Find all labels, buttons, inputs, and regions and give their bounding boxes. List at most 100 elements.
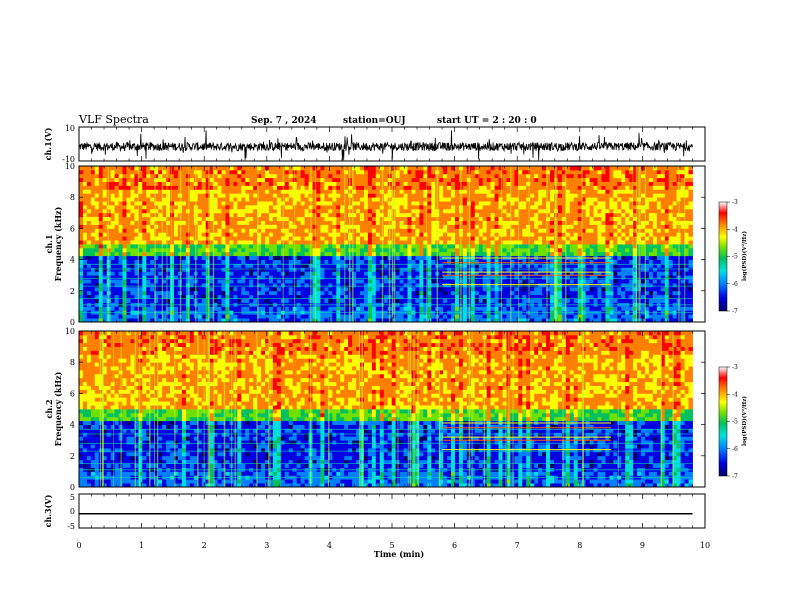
spectrogram-cell	[213, 267, 218, 272]
spectrogram-cell	[352, 216, 357, 221]
spectrogram-cell	[261, 318, 266, 323]
spectrogram-cell	[486, 271, 492, 276]
spectrogram-cell	[328, 255, 333, 260]
spectrogram-cell	[269, 240, 274, 245]
spectrogram-cell	[209, 263, 214, 268]
spectrogram-cell	[462, 232, 468, 237]
spectrogram-cell	[439, 255, 444, 260]
spectrogram-cell	[427, 247, 432, 253]
spectrogram-cell	[83, 247, 88, 253]
spectrogram-cell	[181, 290, 187, 296]
spectrogram-cell	[269, 286, 274, 292]
spectrogram-cell	[205, 236, 211, 241]
spectrogram-cell	[272, 240, 278, 245]
spectrogram-cell	[269, 290, 274, 296]
spectrogram-cell	[170, 298, 175, 303]
spectrogram-cell	[276, 255, 282, 260]
spectrogram-cell	[233, 205, 238, 210]
spectrogram-cell	[407, 201, 412, 206]
spectrogram-cell	[324, 279, 329, 284]
spectrogram-cell	[269, 263, 274, 268]
spectrogram-cell	[451, 251, 456, 257]
spectrogram-cell	[443, 224, 448, 229]
spectrogram-cell	[324, 263, 329, 268]
spectrogram-cell	[344, 263, 349, 268]
spectrogram-cell	[229, 283, 234, 288]
spectrogram-cell	[201, 212, 207, 218]
spectrogram-cell	[237, 169, 242, 175]
spectrogram-cell	[237, 185, 242, 190]
spectrogram-cell	[550, 181, 555, 186]
spectrogram-cell	[142, 236, 147, 241]
spectrogram-cell	[265, 181, 270, 186]
spectrogram-cell	[272, 224, 278, 229]
spectrogram-cell	[217, 228, 222, 233]
spectrogram-cell	[423, 236, 428, 241]
spectrogram-cell	[415, 275, 420, 280]
spectrogram-cell	[94, 318, 100, 323]
spectrogram-cell	[253, 189, 258, 194]
spectrogram-cell	[439, 189, 444, 194]
spectrogram-cell	[542, 166, 547, 171]
spectrogram-cell	[225, 279, 230, 284]
spectrogram-cell	[371, 306, 377, 311]
spectrogram-cell	[419, 294, 424, 299]
spectrogram-cell	[356, 267, 361, 272]
spectrogram-cell	[217, 208, 222, 214]
spectrogram-cell	[158, 224, 163, 229]
spectrogram-cell	[324, 318, 329, 323]
spectrogram-cell	[185, 173, 191, 179]
spectrogram-cell	[237, 236, 242, 241]
spectrogram-cell	[443, 306, 448, 311]
spectrogram-cell	[550, 244, 555, 249]
spectrogram-cell	[304, 294, 309, 299]
spectrogram-cell	[498, 271, 503, 276]
spectrogram-cell	[272, 228, 278, 233]
spectrogram-cell	[213, 228, 218, 233]
spectrogram-cell	[201, 220, 207, 225]
spectrogram-cell	[502, 275, 507, 280]
spectrogram-cell	[253, 193, 258, 198]
spectrogram-cell	[154, 166, 159, 171]
spectrogram-cell	[189, 193, 195, 198]
spectrogram-cell	[83, 294, 88, 299]
spectrogram-cell	[332, 279, 337, 284]
spectrogram-cell	[352, 275, 357, 280]
spectrogram-cell	[142, 232, 147, 237]
spectrogram-cell	[482, 286, 488, 292]
spectrogram-cell	[455, 283, 460, 288]
spectrogram-cell	[451, 212, 456, 218]
spectrogram-cell	[336, 232, 341, 237]
spectrogram-cell	[320, 232, 325, 237]
spectrogram-cell	[407, 267, 412, 272]
spectrogram-cell	[253, 259, 258, 264]
spectrogram-cell	[130, 197, 135, 202]
spectrogram-cell	[557, 212, 563, 218]
spectrogram-cell	[213, 244, 218, 249]
spectrogram-cell	[197, 286, 203, 292]
spectrogram-cell	[225, 267, 230, 272]
spectrogram-cell	[110, 279, 116, 284]
spectrogram-cell	[158, 232, 163, 237]
spectrogram-cell	[546, 208, 551, 214]
spectrogram-cell	[122, 177, 127, 182]
spectrogram-cell	[221, 177, 226, 182]
spectrogram-cell	[130, 247, 135, 253]
spectrogram-cell	[352, 193, 357, 198]
spectrogram-cell	[352, 236, 357, 241]
spectrogram-cell	[142, 244, 147, 249]
spectrogram-cell	[158, 166, 163, 171]
spectrogram-cell	[126, 173, 131, 179]
spectrogram-cell	[518, 228, 523, 233]
spectrogram-cell	[482, 263, 488, 268]
spectrogram-cell	[510, 271, 515, 276]
spectrogram-cell	[419, 224, 424, 229]
spectrogram-cell	[158, 244, 163, 249]
spectrogram-cell	[261, 267, 266, 272]
spectrogram-cell	[557, 193, 563, 198]
spectrogram-cell	[205, 201, 211, 206]
spectrogram-cell	[296, 228, 302, 233]
spectrogram-cell	[181, 181, 187, 186]
spectrogram-cell	[419, 201, 424, 206]
spectrogram-cell	[451, 259, 456, 264]
